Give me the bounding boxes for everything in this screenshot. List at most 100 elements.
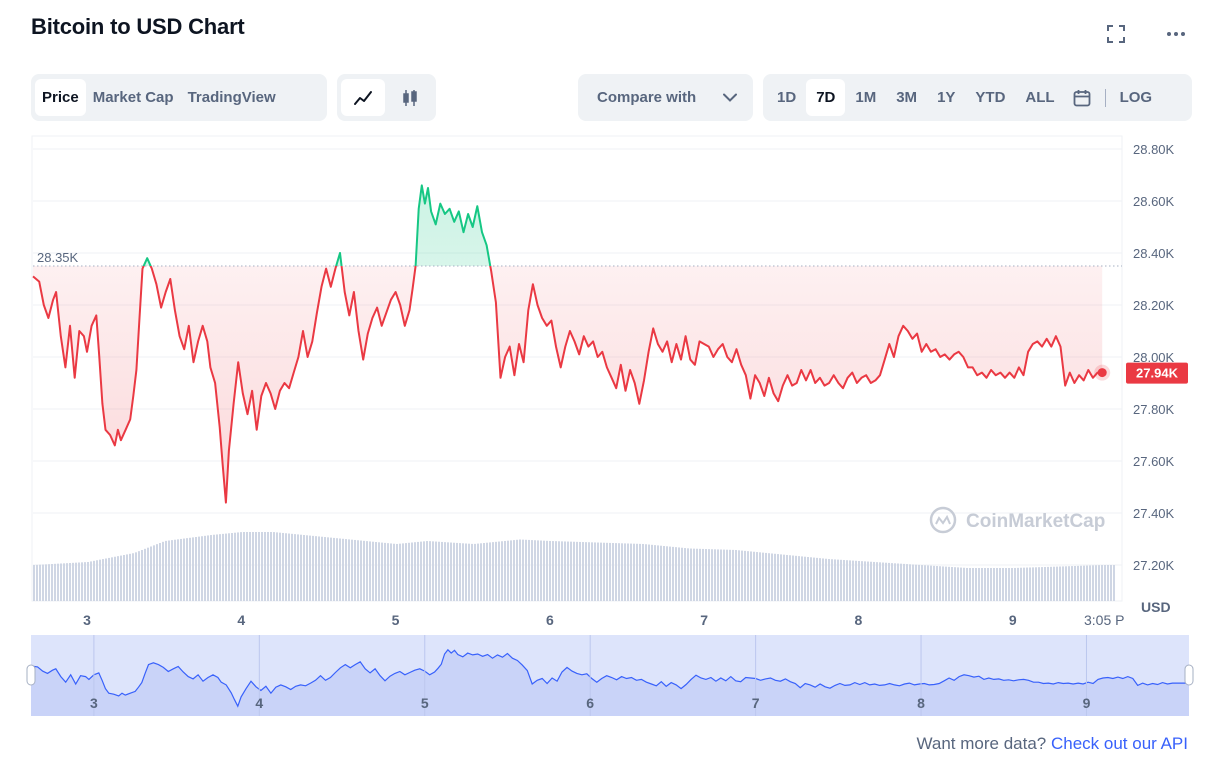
y-tick-label: 27.80K <box>1133 402 1175 417</box>
volume-bar <box>783 554 785 601</box>
range-ytd[interactable]: YTD <box>975 89 1006 106</box>
volume-bar <box>879 562 881 601</box>
volume-bar <box>465 543 467 601</box>
volume-bar <box>633 543 635 601</box>
api-link[interactable]: Check out our API <box>1050 734 1188 753</box>
volume-bar <box>909 564 911 601</box>
volume-bar <box>195 537 197 601</box>
volume-bar <box>192 537 194 601</box>
volume-bar <box>831 559 833 601</box>
volume-bar <box>174 539 176 601</box>
volume-bar <box>717 549 719 601</box>
volume-bar <box>951 567 953 601</box>
volume-bar <box>714 549 716 601</box>
volume-bar <box>1023 567 1025 601</box>
volume-bar <box>954 567 956 601</box>
volume-bar <box>177 539 179 601</box>
line-chart-icon[interactable] <box>341 79 385 116</box>
volume-bar <box>723 549 725 601</box>
volume-bar <box>897 563 899 601</box>
volume-bar <box>888 562 890 601</box>
range-3m[interactable]: 3M <box>896 89 918 106</box>
fullscreen-icon[interactable] <box>1104 22 1128 46</box>
volume-bar <box>66 563 68 601</box>
y-tick-label: 28.00K <box>1133 350 1175 365</box>
volume-bar <box>504 540 506 601</box>
range-1y[interactable]: 1Y <box>937 89 956 106</box>
volume-bar <box>543 540 545 601</box>
volume-bar <box>102 559 104 601</box>
volume-bar <box>330 537 332 601</box>
tab-price[interactable]: Price <box>35 79 86 116</box>
y-tick-label: 27.60K <box>1133 454 1175 469</box>
volume-bar <box>96 560 98 601</box>
navigator-label: 8 <box>917 695 925 711</box>
log-scale-toggle[interactable]: LOG <box>1119 89 1153 106</box>
compare-with-dropdown[interactable]: Compare with <box>578 74 753 121</box>
tab-market-cap[interactable]: Market Cap <box>92 89 174 106</box>
range-1d[interactable]: 1D <box>777 89 797 106</box>
range-7d[interactable]: 7D <box>806 79 846 116</box>
volume-bar <box>201 536 203 601</box>
volume-bar <box>492 542 494 601</box>
calendar-icon[interactable] <box>1065 79 1099 116</box>
volume-bar <box>147 547 149 601</box>
current-price-dot <box>1097 368 1107 378</box>
volume-bar <box>534 540 536 601</box>
volume-bar <box>903 563 905 601</box>
volume-bar <box>360 540 362 601</box>
volume-bar <box>804 556 806 601</box>
volume-bar <box>825 558 827 601</box>
volume-bar <box>981 568 983 601</box>
volume-bar <box>480 543 482 601</box>
volume-bar <box>924 565 926 601</box>
volume-bar <box>654 545 656 601</box>
volume-bar <box>288 533 290 601</box>
volume-bar <box>471 543 473 601</box>
volume-bar <box>843 560 845 601</box>
volume-bar <box>1053 566 1055 601</box>
navigator-handle-left[interactable] <box>26 664 36 686</box>
tab-tradingview[interactable]: TradingView <box>187 89 276 106</box>
volume-bar <box>1065 566 1067 601</box>
volume-bar <box>684 548 686 601</box>
volume-bar <box>183 538 185 601</box>
volume-bar <box>738 550 740 601</box>
volume-bar <box>324 537 326 601</box>
volume-bar <box>807 557 809 601</box>
navigator-label: 5 <box>421 695 429 711</box>
volume-bar <box>216 534 218 601</box>
volume-bar <box>276 532 278 601</box>
volume-bar <box>312 535 314 601</box>
volume-bar <box>969 568 971 601</box>
volume-bar <box>1011 568 1013 601</box>
volume-bar <box>990 568 992 601</box>
volume-bar <box>456 542 458 601</box>
volume-bar <box>912 564 914 601</box>
navigator-handle-right[interactable] <box>1184 664 1194 686</box>
candlestick-icon[interactable] <box>389 79 433 116</box>
area-below-baseline <box>33 266 1103 503</box>
y-tick-label: 27.20K <box>1133 558 1175 573</box>
x-tick-label: 8 <box>855 612 863 628</box>
volume-bar <box>1104 565 1106 601</box>
volume-bar <box>156 544 158 601</box>
volume-bar <box>627 543 629 601</box>
range-all[interactable]: ALL <box>1025 89 1055 106</box>
chart-type-tabs: Price Market Cap TradingView <box>31 74 327 121</box>
volume-bar <box>171 540 173 601</box>
volume-bar <box>1032 567 1034 601</box>
volume-bar <box>927 565 929 601</box>
volume-bar <box>39 564 41 601</box>
volume-bar <box>267 532 269 601</box>
volume-bar <box>639 543 641 601</box>
more-horizontal-icon[interactable] <box>1164 22 1188 46</box>
volume-bar <box>507 540 509 601</box>
volume-bar <box>984 568 986 601</box>
volume-bar <box>417 541 419 601</box>
volume-bar <box>78 562 80 601</box>
volume-bar <box>1056 566 1058 601</box>
range-1m[interactable]: 1M <box>855 89 877 106</box>
volume-bar <box>774 553 776 601</box>
